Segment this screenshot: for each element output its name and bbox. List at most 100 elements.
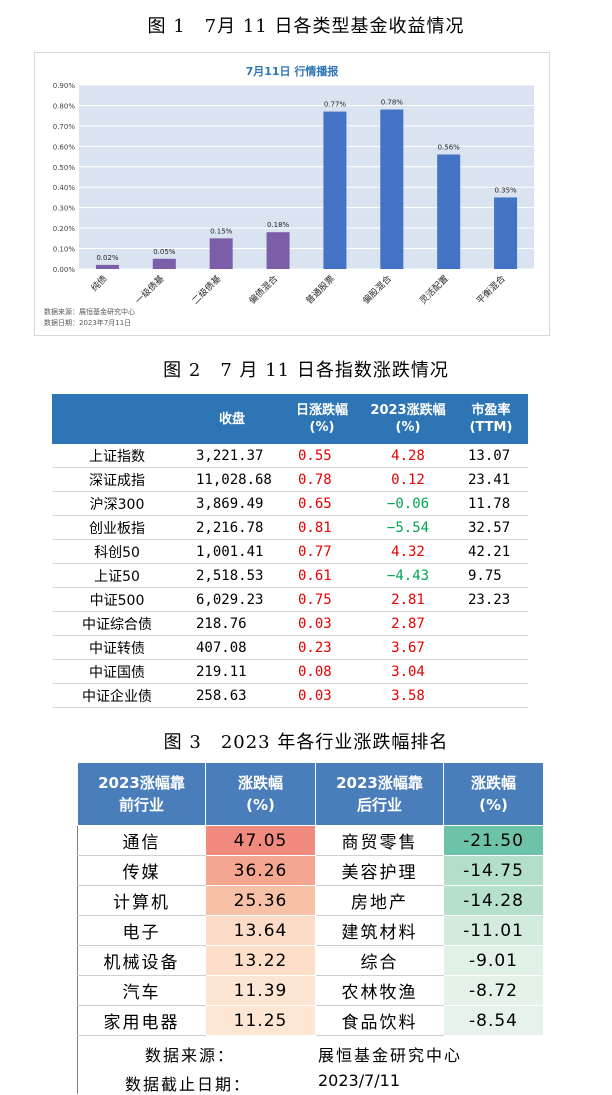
index-row: 创业板指 2,216.78 0.81 −5.54 32.57 [52, 515, 528, 540]
index-day-change: 0.55 [282, 444, 362, 468]
x-tick-label: 二级债基 [189, 273, 223, 307]
figure3-cutoff-value: 2023/7/11 [318, 1071, 401, 1090]
bar [380, 109, 404, 270]
index-name: 上证50 [52, 563, 182, 588]
index-col-header [52, 394, 182, 444]
index-col-header: 市盈率 (TTM) [454, 394, 528, 444]
index-name: 深证成指 [52, 467, 182, 492]
bar [494, 197, 518, 269]
index-ytd-change: 2.81 [362, 587, 454, 612]
index-day-change: 0.65 [282, 491, 362, 516]
y-tick-label: 0.70% [53, 123, 76, 131]
top-industry-change: 47.05 [205, 825, 316, 856]
figure3-source-value: 展恒基金研究中心 [318, 1046, 463, 1065]
index-name: 中证国债 [52, 659, 182, 684]
index-row: 上证50 2,518.53 0.61 −4.43 9.75 [52, 563, 528, 588]
top-industry-name: 汽车 [77, 975, 206, 1006]
index-row: 中证500 6,029.23 0.75 2.81 23.23 [52, 587, 528, 612]
index-day-change: 0.03 [282, 611, 362, 636]
top-industry-change: 13.64 [205, 915, 316, 946]
index-pe: 11.78 [454, 491, 528, 516]
fund-return-chart-svg: 0.00% 0.10% 0.20% 0.30% 0.40% 0.50% 0.60% 0.70%… [53, 64, 534, 307]
industry-table-header: 2023涨幅靠 前行业 涨跌幅 (%) 2023涨幅靠 后行业 涨跌幅 (%) [77, 762, 544, 826]
industry-col-header: 2023涨幅靠 前行业 [77, 762, 206, 826]
index-pe: 32.57 [454, 515, 528, 540]
figure3-cutoff-label: 数据截止日期： [125, 1075, 252, 1094]
y-tick-label: 0.30% [53, 205, 76, 213]
index-close: 1,001.41 [182, 539, 282, 564]
index-row: 深证成指 11,028.68 0.78 0.12 23.41 [52, 467, 528, 492]
index-ytd-change: −5.54 [362, 515, 454, 540]
index-pe: 42.21 [454, 539, 528, 564]
index-close: 3,221.37 [182, 444, 282, 468]
index-ytd-change: 3.58 [362, 683, 454, 708]
data-label: 0.05% [153, 248, 176, 256]
index-pe: 23.41 [454, 467, 528, 492]
industry-row: 通信 47.05 商贸零售 -21.50 [77, 825, 544, 856]
top-industry-change: 13.22 [205, 945, 316, 976]
index-pe [454, 659, 528, 684]
y-tick-label: 0.60% [53, 143, 76, 151]
index-pe: 23.23 [454, 587, 528, 612]
top-industry-name: 机械设备 [77, 945, 206, 976]
figure1-caption: 图 1 7月 11 日各类型基金收益情况 [147, 16, 465, 37]
industry-col-header: 涨跌幅 (%) [205, 762, 316, 826]
bottom-industry-change: -8.54 [443, 1005, 544, 1036]
y-tick-label: 0.90% [53, 82, 76, 90]
top-industry-name: 电子 [77, 915, 206, 946]
index-name: 上证指数 [52, 444, 182, 468]
plot-area [79, 85, 534, 269]
x-tick-label: 普通股票 [303, 273, 337, 307]
index-name: 中证500 [52, 587, 182, 612]
top-industry-change: 11.25 [205, 1005, 316, 1036]
index-close: 6,029.23 [182, 587, 282, 612]
index-ytd-change: −4.43 [362, 563, 454, 588]
bottom-industry-change: -14.28 [443, 885, 544, 916]
index-row: 中证国债 219.11 0.08 3.04 [52, 659, 528, 684]
data-label: 0.02% [96, 254, 119, 262]
index-name: 科创50 [52, 539, 182, 564]
index-pe [454, 683, 528, 708]
industry-row: 机械设备 13.22 综合 -9.01 [77, 945, 544, 976]
index-close: 11,028.68 [182, 467, 282, 492]
index-name: 中证综合债 [52, 611, 182, 636]
index-close: 218.76 [182, 611, 282, 636]
bottom-industry-name: 美容护理 [315, 855, 444, 886]
bar [323, 111, 347, 269]
y-tick-label: 0.10% [53, 246, 76, 254]
x-tick-label: 平衡混合 [474, 273, 508, 307]
index-day-change: 0.77 [282, 539, 362, 564]
industry-row: 家用电器 11.25 食品饮料 -8.54 [77, 1005, 544, 1036]
index-row: 科创50 1,001.41 0.77 4.32 42.21 [52, 539, 528, 564]
index-ytd-change: 4.28 [362, 444, 454, 468]
bar [266, 232, 290, 269]
bottom-industry-change: -21.50 [443, 825, 544, 856]
x-tick-label: 一级债基 [132, 273, 166, 307]
industry-table: 2023涨幅靠 前行业 涨跌幅 (%) 2023涨幅靠 后行业 涨跌幅 (%) 通信 4… [77, 762, 544, 1036]
figure1-date: 数据日期：2023年7月11日 [44, 319, 132, 327]
data-label: 0.18% [267, 221, 290, 229]
index-ytd-change: 2.87 [362, 611, 454, 636]
bottom-industry-name: 建筑材料 [315, 915, 444, 946]
top-industry-change: 25.36 [205, 885, 316, 916]
chart-title: 7月11日 行情播报 [246, 64, 340, 78]
top-industry-name: 通信 [77, 825, 206, 856]
index-day-change: 0.23 [282, 635, 362, 660]
x-tick-label: 灵活配置 [417, 273, 451, 307]
data-label: 0.15% [210, 227, 233, 235]
figure3-source-label: 数据来源： [145, 1046, 236, 1065]
index-day-change: 0.03 [282, 683, 362, 708]
index-name: 创业板指 [52, 515, 182, 540]
figure1-source: 数据来源：展恒基金研究中心 [44, 308, 135, 316]
index-close: 3,869.49 [182, 491, 282, 516]
bottom-industry-change: -14.75 [443, 855, 544, 886]
industry-row: 计算机 25.36 房地产 -14.28 [77, 885, 544, 916]
data-label: 0.77% [324, 101, 347, 109]
index-row: 沪深300 3,869.49 0.65 −0.06 11.78 [52, 491, 528, 516]
data-label: 0.56% [438, 144, 461, 152]
industry-row: 电子 13.64 建筑材料 -11.01 [77, 915, 544, 946]
bottom-industry-change: -8.72 [443, 975, 544, 1006]
index-day-change: 0.08 [282, 659, 362, 684]
index-close: 407.08 [182, 635, 282, 660]
index-close: 258.63 [182, 683, 282, 708]
